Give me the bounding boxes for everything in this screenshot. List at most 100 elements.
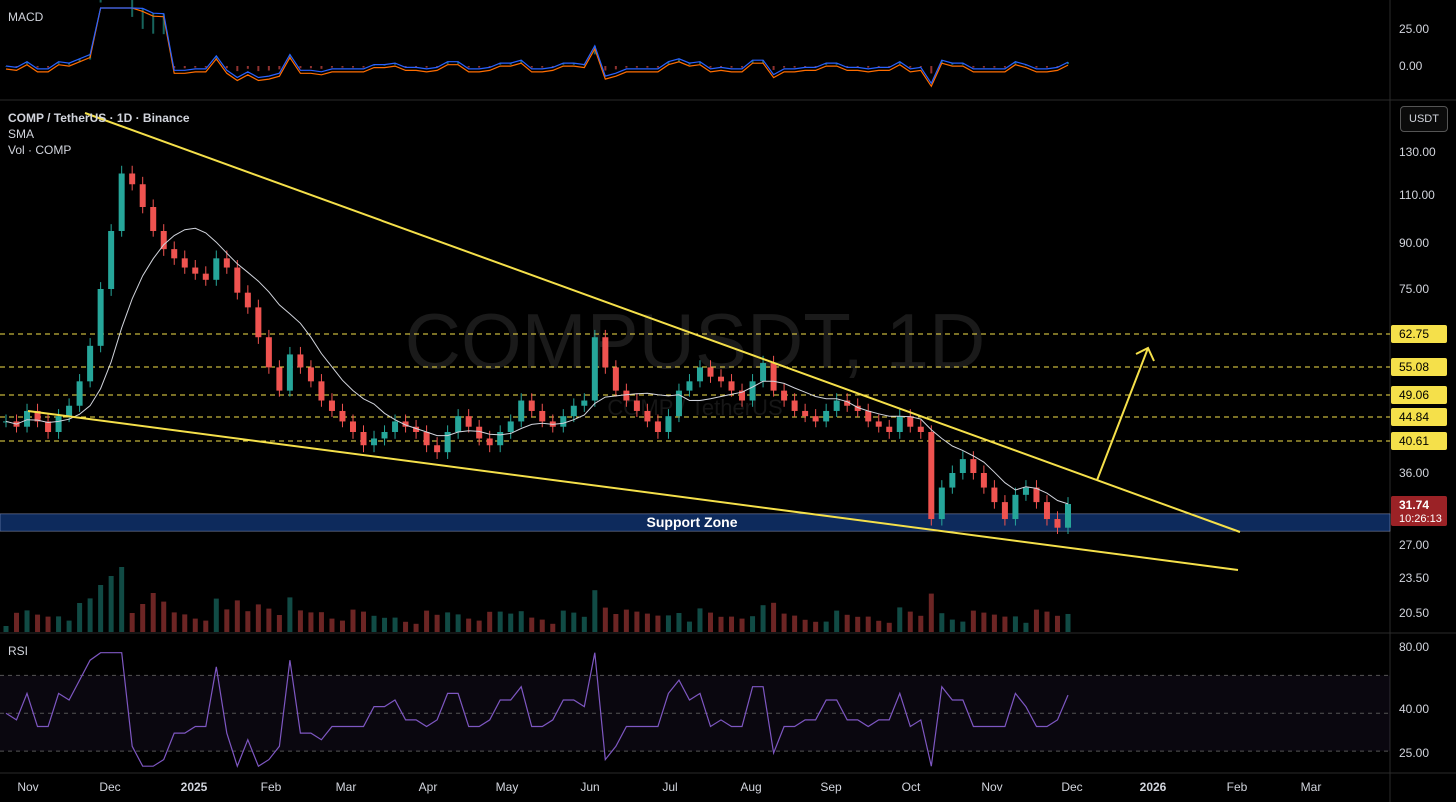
volume-bar bbox=[792, 615, 798, 632]
candle bbox=[739, 390, 746, 401]
volume-bars bbox=[3, 567, 1071, 632]
macd-histogram-bar bbox=[572, 63, 575, 65]
currency-selector[interactable]: USDT bbox=[1400, 106, 1448, 132]
macd-histogram-bar bbox=[204, 66, 207, 68]
volume-bar bbox=[697, 608, 703, 632]
candle bbox=[507, 421, 514, 432]
macd-histogram-bar bbox=[835, 63, 838, 65]
candle bbox=[728, 381, 735, 391]
volume-bar bbox=[350, 609, 356, 632]
candle bbox=[581, 400, 588, 406]
volume-bar bbox=[676, 613, 682, 632]
macd-histogram-bar bbox=[246, 66, 249, 69]
time-tick-label: Feb bbox=[1227, 780, 1248, 794]
candle bbox=[297, 354, 304, 368]
candle bbox=[644, 410, 651, 422]
macd-histogram-bar bbox=[530, 66, 533, 68]
macd-histogram-bar bbox=[68, 63, 71, 65]
candle bbox=[66, 405, 73, 417]
macd-histogram-bar bbox=[78, 58, 81, 63]
candle bbox=[307, 367, 314, 382]
macd-histogram-bar bbox=[783, 66, 786, 68]
volume-bar bbox=[855, 616, 861, 632]
macd-histogram-bar bbox=[183, 66, 186, 69]
volume-bar bbox=[140, 604, 146, 632]
candle bbox=[749, 381, 756, 401]
candle bbox=[1033, 487, 1040, 503]
candle bbox=[360, 432, 367, 446]
candle bbox=[781, 390, 788, 401]
projection-arrow[interactable] bbox=[1096, 346, 1155, 481]
macd-histogram-bar bbox=[404, 66, 407, 68]
time-tick-label: May bbox=[496, 780, 519, 794]
macd-histogram-bar bbox=[867, 66, 870, 68]
volume-bar bbox=[718, 616, 724, 632]
macd-histogram-bar bbox=[730, 66, 733, 68]
macd-histogram-bar bbox=[1014, 61, 1017, 64]
macd-histogram-bar bbox=[720, 66, 723, 68]
level-badge-label: 44.84 bbox=[1399, 410, 1429, 424]
time-axis[interactable]: Nov Dec 2025 Feb Mar Apr May Jun Jul Aug Sep Oct Nov… bbox=[17, 780, 1321, 794]
trendlines[interactable] bbox=[27, 112, 1241, 571]
time-tick-label: Mar bbox=[336, 780, 357, 794]
volume-bar bbox=[571, 612, 577, 632]
candle bbox=[791, 400, 798, 411]
volume-bar bbox=[813, 621, 819, 632]
volume-bar bbox=[729, 616, 735, 632]
price-axis[interactable]: 130.00 110.00 90.00 75.00 36.00 27.00 23.50 20.… bbox=[1391, 22, 1447, 760]
macd-histogram-bar bbox=[688, 63, 691, 65]
macd-histogram-bar bbox=[330, 66, 333, 68]
macd-histogram-bar bbox=[236, 66, 239, 72]
candle bbox=[45, 421, 52, 432]
time-tick-label: 2025 bbox=[181, 780, 208, 794]
volume-bar bbox=[203, 620, 209, 632]
volume-bar bbox=[508, 613, 514, 632]
macd-label: MACD bbox=[8, 10, 44, 24]
upper-trendline bbox=[84, 112, 1241, 533]
volume-bar bbox=[329, 618, 335, 632]
candle bbox=[328, 400, 335, 411]
volume-bar bbox=[981, 612, 987, 632]
candle bbox=[865, 410, 872, 422]
sma-legend[interactable]: SMA bbox=[8, 127, 35, 141]
volume-bar bbox=[287, 597, 293, 632]
volume-bar bbox=[897, 607, 903, 632]
macd-histogram-bar bbox=[362, 66, 365, 68]
macd-histogram-bar bbox=[793, 66, 796, 68]
candle bbox=[118, 173, 125, 231]
volume-bar bbox=[392, 617, 398, 632]
macd-histogram-bar bbox=[341, 66, 344, 68]
chart-legend: COMP / TetherUS · 1D · Binance SMA Vol ·… bbox=[8, 110, 190, 158]
macd-line bbox=[5, 7, 1069, 85]
pair-title[interactable]: COMP / TetherUS · 1D · Binance bbox=[8, 111, 190, 125]
volume-bar bbox=[213, 598, 219, 632]
macd-histogram-bar bbox=[709, 66, 712, 68]
volume-bar bbox=[3, 626, 9, 632]
macd-histogram-bar bbox=[635, 66, 638, 68]
volume-bar bbox=[66, 620, 72, 632]
volume-bar bbox=[928, 593, 934, 632]
volume-legend[interactable]: Vol · COMP bbox=[8, 143, 72, 157]
volume-bar bbox=[581, 616, 587, 632]
volume-bar bbox=[182, 614, 188, 632]
volume-bar bbox=[1012, 616, 1018, 632]
candle bbox=[675, 390, 682, 417]
candle bbox=[760, 363, 767, 382]
candle bbox=[265, 337, 272, 368]
watermark-subtitle: COMP / TetherUS bbox=[607, 395, 782, 420]
countdown-label: 10:26:13 bbox=[1399, 513, 1442, 525]
volume-bar bbox=[1044, 611, 1050, 632]
macd-histogram-bar bbox=[267, 66, 270, 71]
candle bbox=[223, 258, 230, 268]
volume-bar bbox=[1054, 615, 1060, 632]
candle bbox=[150, 207, 157, 231]
candle bbox=[413, 426, 420, 432]
candle bbox=[497, 432, 504, 446]
candle bbox=[1012, 494, 1019, 520]
candle bbox=[570, 405, 577, 417]
candle bbox=[907, 416, 914, 427]
price-tick-label: 23.50 bbox=[1399, 571, 1429, 585]
macd-histogram-bar bbox=[646, 66, 649, 68]
price-tick-label: 36.00 bbox=[1399, 466, 1429, 480]
